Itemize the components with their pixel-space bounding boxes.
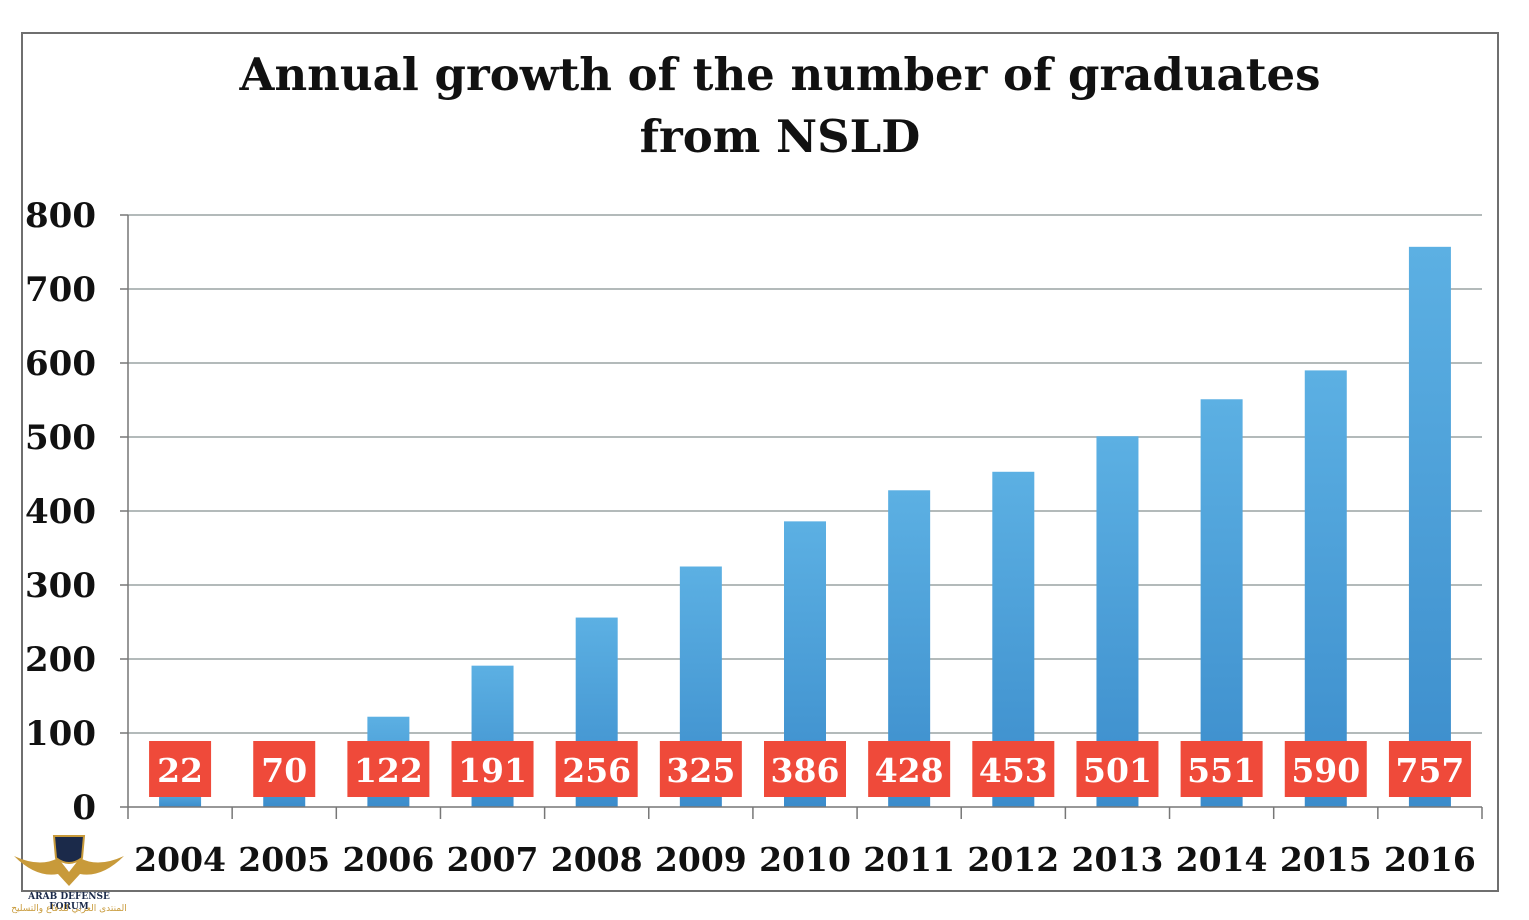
x-tick-label: 2016 [1384,840,1476,879]
y-tick-label: 800 [25,196,96,236]
data-label: 325 [666,751,735,790]
x-axis: 2004 2005 2006 2007 2008 2009 2010 2011 2012 2013… [127,806,1483,879]
data-label-box [1076,741,1159,797]
watermark-text-ar: المنتدى العربي للدفاع والتسليح [11,904,127,914]
x-tick-label: 2006 [342,840,434,879]
x-tick-label: 2008 [551,840,643,879]
data-label-box [1180,741,1263,797]
watermark-logo-icon [14,835,124,886]
watermark-text-en: ARAB DEFENSE FORUM [28,892,110,912]
data-label: 22 [157,751,203,790]
bar-2014 [1200,399,1243,807]
x-tick-label: 2007 [447,840,539,879]
bar-2016 [1408,246,1451,807]
x-tick-label: 2013 [1072,840,1164,879]
x-tick-label: 2011 [863,840,955,879]
y-tick-label: 400 [25,492,96,532]
y-axis: 0 100 200 300 400 500 600 700 800 [25,196,129,828]
data-label-box [149,741,212,797]
data-label: 256 [562,751,631,790]
y-tick-label: 0 [72,788,96,828]
data-label-box [972,741,1055,797]
x-tick-label: 2014 [1176,840,1268,879]
x-tick-label: 2010 [759,840,851,879]
data-label: 122 [354,751,423,790]
data-label-box [253,741,316,797]
data-label-box [764,741,846,797]
x-tick-label: 2015 [1280,840,1372,879]
data-label: 191 [458,751,527,790]
x-tick-label: 2012 [967,840,1059,879]
data-label-box [1388,741,1471,797]
data-label-box [659,741,742,797]
data-label: 590 [1291,751,1360,790]
data-label: 453 [979,751,1048,790]
bar-2015 [1304,370,1347,807]
data-label: 501 [1083,751,1152,790]
chart-title: Annual growth of the number of graduates… [21,44,1529,168]
data-labels: 22 70 122 191 256 325 386 428 453 501 551 590 757 [149,741,1471,797]
y-tick-label: 300 [25,566,96,606]
data-label-box [868,741,951,797]
y-tick-label: 100 [25,714,96,754]
y-tick-label: 700 [25,270,96,310]
chart-title-line-1: Annual growth of the number of graduates [239,48,1321,101]
data-label-box [1284,741,1367,797]
x-tick-label: 2005 [238,840,330,879]
data-label: 70 [261,751,307,790]
data-label: 551 [1187,751,1256,790]
x-tick-label: 2004 [134,840,226,879]
y-tick-label: 200 [25,640,96,680]
data-label-box [451,741,534,797]
bars [159,246,1451,807]
y-tick-label: 500 [25,418,96,458]
data-label: 757 [1395,751,1464,790]
y-tick-label: 600 [25,344,96,384]
data-label: 386 [771,751,840,790]
data-label-box [555,741,638,797]
forum-watermark: ARAB DEFENSE FORUM المنتدى العربي للدفاع… [10,828,128,918]
x-tick-label: 2009 [655,840,747,879]
data-label: 428 [875,751,944,790]
chart-title-line-2: from NSLD [639,110,921,163]
data-label-box [347,741,430,797]
